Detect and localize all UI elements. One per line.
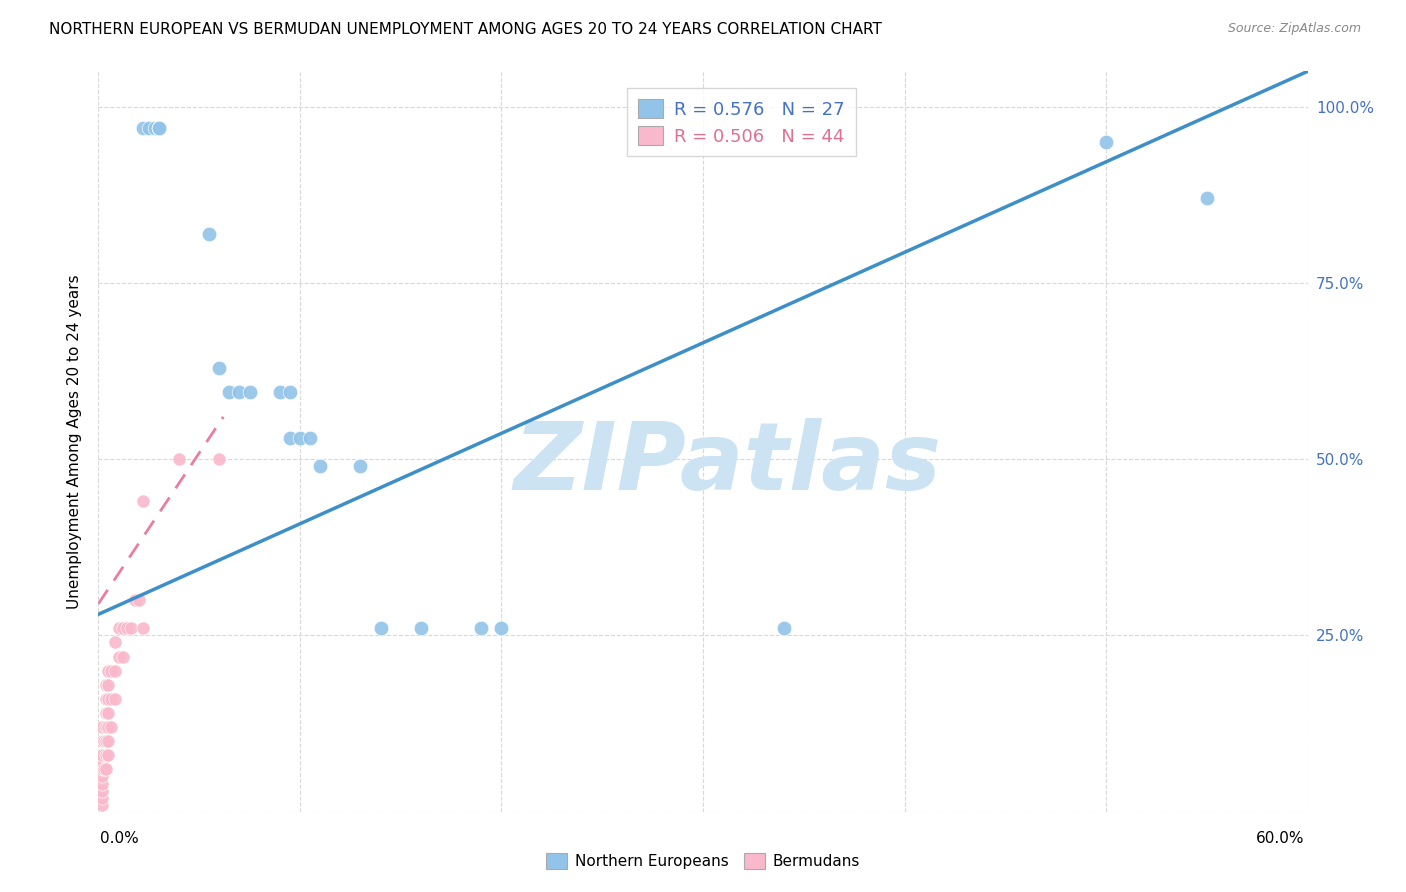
Point xyxy=(93,734,115,748)
Text: NORTHERN EUROPEAN VS BERMUDAN UNEMPLOYMENT AMONG AGES 20 TO 24 YEARS CORRELATION: NORTHERN EUROPEAN VS BERMUDAN UNEMPLOYME… xyxy=(49,22,882,37)
Point xyxy=(309,459,332,474)
Point xyxy=(772,621,794,635)
Point xyxy=(138,120,160,135)
Point xyxy=(132,494,155,508)
Point xyxy=(288,431,311,445)
Point xyxy=(124,593,146,607)
Point xyxy=(208,360,231,375)
Point xyxy=(107,649,129,664)
Point xyxy=(91,769,114,783)
Point xyxy=(96,692,118,706)
Point xyxy=(370,621,392,635)
Text: ZIPatlas: ZIPatlas xyxy=(513,417,941,509)
Legend: Northern Europeans, Bermudans: Northern Europeans, Bermudans xyxy=(540,847,866,875)
Text: Source: ZipAtlas.com: Source: ZipAtlas.com xyxy=(1227,22,1361,36)
Point xyxy=(96,678,118,692)
Point xyxy=(491,621,513,635)
Legend: R = 0.576   N = 27, R = 0.506   N = 44: R = 0.576 N = 27, R = 0.506 N = 44 xyxy=(627,87,856,156)
Point xyxy=(470,621,492,635)
Point xyxy=(228,385,250,400)
Point xyxy=(132,120,155,135)
Point xyxy=(97,720,120,734)
Text: 60.0%: 60.0% xyxy=(1257,831,1305,846)
Point xyxy=(148,120,170,135)
Point xyxy=(111,649,134,664)
Point xyxy=(97,734,120,748)
Point xyxy=(100,720,122,734)
Point xyxy=(103,635,125,649)
Point xyxy=(409,621,432,635)
Point xyxy=(91,763,114,777)
Point xyxy=(97,678,120,692)
Point xyxy=(96,748,118,763)
Point xyxy=(167,452,190,467)
Point xyxy=(269,385,291,400)
Point xyxy=(91,790,114,805)
Point xyxy=(97,664,120,678)
Point xyxy=(93,763,115,777)
Point xyxy=(349,459,371,474)
Point xyxy=(143,120,166,135)
Point xyxy=(91,776,114,790)
Point xyxy=(96,734,118,748)
Point xyxy=(97,748,120,763)
Point xyxy=(100,692,122,706)
Point xyxy=(278,385,301,400)
Text: 0.0%: 0.0% xyxy=(100,831,139,846)
Point xyxy=(100,664,122,678)
Point xyxy=(120,621,142,635)
Point xyxy=(239,385,262,400)
Point xyxy=(91,720,114,734)
Point xyxy=(299,431,322,445)
Point xyxy=(91,748,114,763)
Point xyxy=(111,621,134,635)
Point xyxy=(208,452,231,467)
Point xyxy=(91,756,114,770)
Point xyxy=(91,734,114,748)
Point xyxy=(96,706,118,720)
Point xyxy=(148,120,170,135)
Point xyxy=(128,593,150,607)
Point xyxy=(148,120,170,135)
Point xyxy=(107,621,129,635)
Point xyxy=(148,120,170,135)
Point xyxy=(218,385,240,400)
Point xyxy=(103,664,125,678)
Point xyxy=(278,431,301,445)
Point xyxy=(96,720,118,734)
Point xyxy=(91,797,114,812)
Point xyxy=(97,706,120,720)
Point xyxy=(198,227,221,241)
Point xyxy=(91,783,114,797)
Y-axis label: Unemployment Among Ages 20 to 24 years: Unemployment Among Ages 20 to 24 years xyxy=(66,274,82,609)
Point xyxy=(103,692,125,706)
Point xyxy=(148,120,170,135)
Point xyxy=(96,763,118,777)
Point xyxy=(97,692,120,706)
Point xyxy=(1195,191,1218,205)
Point xyxy=(1095,135,1118,149)
Point xyxy=(132,621,155,635)
Point xyxy=(115,621,138,635)
